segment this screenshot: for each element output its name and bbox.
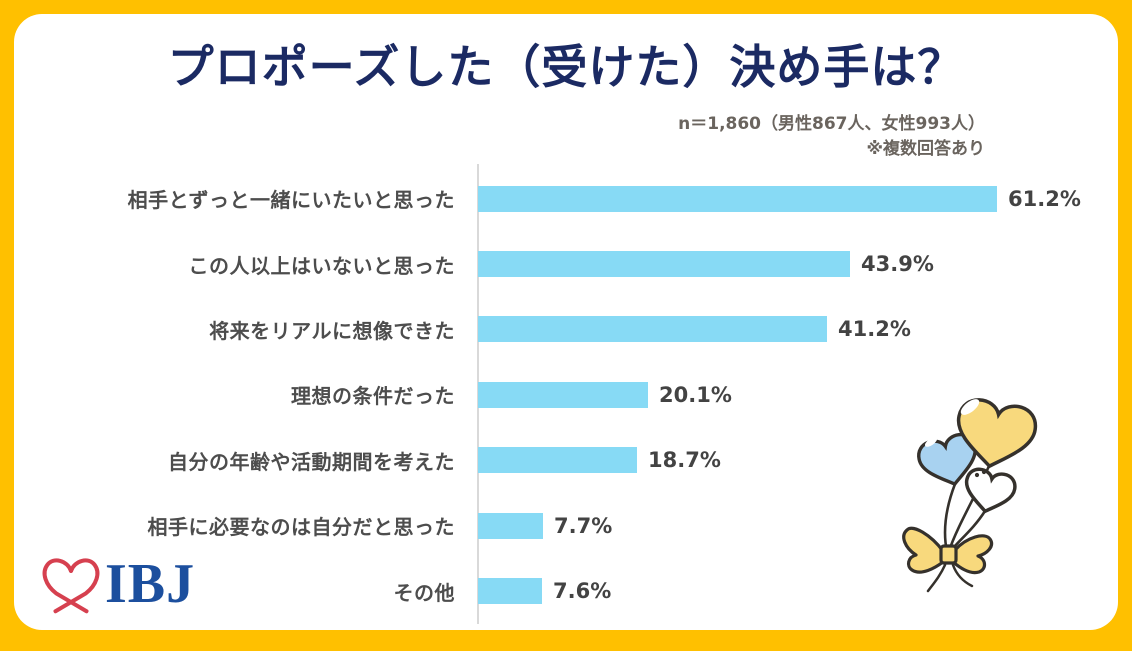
value-label: 7.7% — [554, 513, 613, 538]
heart-balloons-illustration — [902, 394, 1041, 593]
category-label: 自分の年齢や活動期間を考えた — [168, 449, 455, 474]
bar — [478, 251, 850, 278]
category-label: その他 — [393, 580, 455, 605]
page-title: プロポーズした（受けた）決め手は？ — [167, 40, 965, 94]
bar-track: 43.9% — [478, 251, 934, 278]
multiple-answer-note: ※複数回答あり — [866, 138, 985, 159]
chart-row: この人以上はいないと思った 43.9% — [14, 231, 1118, 296]
category-label: 理想の条件だった — [291, 384, 455, 409]
chart-row: 相手とずっと一緒にいたいと思った 61.2% — [14, 166, 1118, 231]
infographic-card: プロポーズした（受けた）決め手は？ n＝1,860（男性867人、女性993人）… — [14, 14, 1118, 630]
value-label: 20.1% — [659, 382, 732, 407]
chart-row: 相手に必要なのは自分だと思った 7.7% — [14, 493, 1118, 558]
bar — [478, 447, 637, 474]
bar — [478, 578, 542, 605]
value-label: 7.6% — [553, 579, 612, 604]
logo-text: IBJ — [105, 553, 196, 615]
bar-track: 41.2% — [478, 316, 911, 343]
bar-track: 18.7% — [478, 447, 721, 474]
value-label: 61.2% — [1008, 186, 1081, 211]
chart-row: 自分の年齢や活動期間を考えた 18.7% — [14, 428, 1118, 493]
sample-notes: n＝1,860（男性867人、女性993人） ※複数回答あり — [678, 112, 985, 161]
value-label: 43.9% — [861, 252, 934, 277]
heart-ribbon-icon — [42, 558, 100, 614]
category-label: 将来をリアルに想像できた — [209, 318, 455, 343]
category-label: 相手に必要なのは自分だと思った — [147, 515, 455, 540]
bar-chart: 相手とずっと一緒にいたいと思った 61.2% この人以上はいないと思った 43.9% 将… — [14, 166, 1118, 624]
chart-row: その他 7.6% — [14, 558, 1118, 623]
bar-track: 20.1% — [478, 381, 732, 408]
chart-row: 理想の条件だった 20.1% — [14, 362, 1118, 427]
bar — [478, 512, 543, 539]
value-label: 41.2% — [838, 317, 911, 342]
bar — [478, 316, 827, 343]
bar — [478, 185, 997, 212]
bar — [478, 381, 648, 408]
value-label: 18.7% — [648, 448, 721, 473]
chart-row: 将来をリアルに想像できた 41.2% — [14, 297, 1118, 362]
ibj-logo: IBJ — [40, 550, 195, 618]
category-label: この人以上はいないと思った — [188, 253, 455, 278]
bar-track: 7.6% — [478, 578, 612, 605]
category-label: 相手とずっと一緒にいたいと思った — [127, 188, 455, 213]
bar-track: 7.7% — [478, 512, 613, 539]
bar-track: 61.2% — [478, 185, 1081, 212]
sample-size-note: n＝1,860（男性867人、女性993人） — [678, 114, 985, 134]
